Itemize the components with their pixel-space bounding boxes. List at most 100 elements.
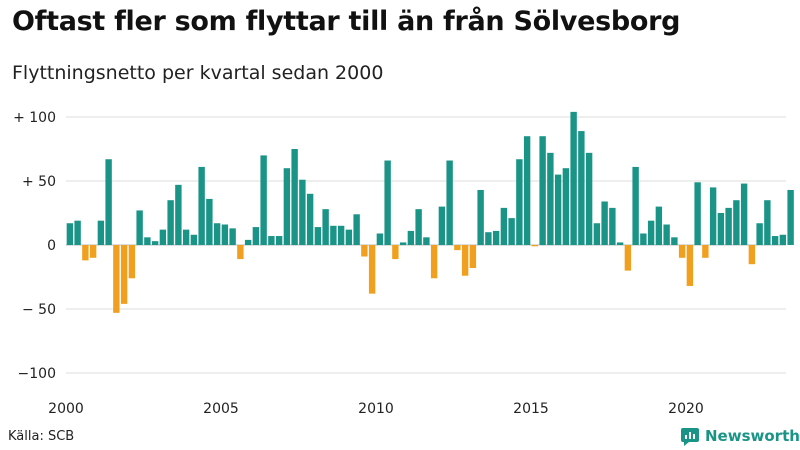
bar-2006-q4 (275, 236, 283, 245)
bar-2023-q1 (779, 234, 787, 245)
x-tick-label: 2000 (48, 401, 84, 417)
bar-2020-q2 (694, 182, 701, 245)
bar-2016-q4 (585, 152, 593, 245)
bar-2019-q1 (655, 206, 663, 245)
y-tick-label: −100 (18, 366, 56, 382)
bar-2018-q2 (632, 166, 639, 245)
bar-2001-q4 (120, 245, 128, 304)
y-tick-label: 0 (47, 238, 56, 254)
bar-2015-q2 (539, 136, 546, 245)
y-tick-label: − 50 (22, 302, 56, 318)
bar-2018-q4 (647, 220, 655, 245)
bar-2008-q4 (337, 225, 345, 245)
bar-2003-q3 (175, 184, 182, 245)
bar-2002-q3 (144, 237, 151, 245)
bar-2004-q4 (213, 223, 221, 245)
bar-2000-q1 (66, 223, 74, 245)
newsworthy-icon (681, 428, 699, 446)
bar-2002-q2 (136, 210, 143, 245)
source-note: Källa: SCB (8, 429, 75, 444)
bar-2022-q2 (756, 223, 763, 245)
bar-2003-q4 (182, 229, 190, 245)
brand-name: Newsworthy (705, 427, 800, 445)
bar-2014-q2 (508, 218, 515, 245)
bar-2022-q1 (748, 245, 756, 265)
y-tick-label: + 100 (13, 110, 56, 126)
bar-2012-q2 (446, 160, 453, 245)
x-tick-label: 2020 (668, 401, 704, 417)
chart-subtitle: Flyttningsnetto per kvartal sedan 2000 (12, 62, 384, 84)
x-axis-labels: 2000 2005 2010 2015 2020 (48, 401, 704, 417)
bar-2012-q1 (438, 206, 446, 245)
brand-logo[interactable]: Newsworthy (680, 426, 800, 446)
bar-2000-q4 (89, 245, 97, 258)
bar-2015-q1 (531, 245, 539, 247)
bar-2011-q4 (430, 245, 438, 279)
bar-2002-q1 (128, 245, 136, 279)
chart-title: Oftast fler som flyttar till än från Söl… (12, 6, 681, 37)
bar-2019-q4 (678, 245, 686, 258)
bar-2007-q3 (299, 179, 306, 245)
bar-2000-q3 (82, 245, 89, 261)
bar-2010-q3 (392, 245, 399, 260)
bar-2019-q2 (663, 224, 670, 245)
bar-2008-q2 (322, 209, 329, 245)
bar-2014-q3 (516, 159, 523, 245)
bar-2005-q1 (221, 224, 229, 245)
bar-2021-q1 (717, 213, 725, 245)
bar-2020-q1 (686, 245, 694, 286)
bar-2003-q2 (167, 200, 174, 245)
bar-2006-q2 (260, 155, 267, 245)
bar-2001-q3 (113, 245, 120, 313)
bar-2017-q2 (601, 201, 608, 245)
bar-2007-q4 (306, 193, 314, 245)
bar-2012-q3 (454, 245, 461, 251)
bar-2017-q4 (616, 242, 624, 245)
bar-2015-q4 (554, 174, 562, 245)
bar-2021-q4 (740, 183, 748, 245)
bar-2015-q3 (547, 152, 554, 245)
bar-2011-q1 (407, 230, 415, 245)
bar-2001-q1 (97, 220, 105, 245)
bar-2008-q1 (314, 227, 322, 245)
bar-2012-q4 (461, 245, 469, 276)
y-axis-labels: + 100 + 50 0 − 50 −100 (13, 110, 56, 382)
bar-2020-q4 (709, 187, 717, 245)
bar-2017-q3 (609, 207, 616, 245)
bar-2006-q1 (252, 227, 260, 245)
bar-2014-q1 (500, 207, 508, 245)
bar-2013-q4 (492, 230, 500, 245)
bar-2002-q4 (151, 241, 159, 245)
bar-2020-q3 (702, 245, 709, 258)
bar-2009-q3 (361, 245, 368, 257)
bar-2019-q3 (671, 237, 678, 245)
bar-2004-q3 (206, 198, 213, 245)
x-tick-label: 2005 (203, 401, 239, 417)
bar-2010-q2 (384, 160, 391, 245)
bar-2003-q1 (159, 229, 167, 245)
bar-2022-q4 (771, 236, 779, 245)
bar-2013-q2 (477, 189, 484, 245)
bar-2007-q2 (291, 149, 298, 245)
x-tick-label: 2015 (513, 401, 549, 417)
bar-2018-q1 (624, 245, 632, 271)
bars (66, 111, 794, 313)
bar-2010-q4 (399, 242, 407, 245)
bar-2016-q3 (578, 131, 585, 245)
bar-2013-q3 (485, 232, 492, 245)
y-tick-label: + 50 (22, 174, 56, 190)
bar-2023-q2 (787, 189, 794, 245)
bar-2011-q3 (423, 237, 430, 245)
bar-2005-q2 (229, 228, 236, 245)
bar-2004-q2 (198, 166, 205, 245)
bar-2005-q4 (244, 239, 252, 245)
bar-2010-q1 (376, 233, 384, 245)
bar-2016-q2 (570, 111, 577, 245)
bar-2008-q3 (330, 225, 337, 245)
bar-2013-q1 (469, 245, 477, 269)
bar-2014-q4 (523, 136, 531, 245)
bar-2021-q2 (725, 207, 732, 245)
bar-2007-q1 (283, 168, 291, 245)
bar-2001-q2 (105, 159, 112, 245)
